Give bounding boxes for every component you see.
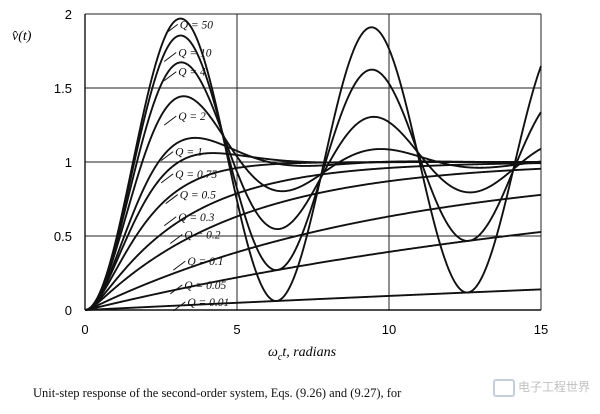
series-line-q-0_3 — [84, 162, 542, 311]
curve-label-1: Q = 10 — [178, 47, 212, 59]
curve-label-4: Q = 1 — [175, 147, 203, 159]
curve-label-leader-8 — [169, 234, 183, 244]
figure-caption: Unit-step response of the second-order s… — [33, 386, 402, 400]
curve-label-leader-4 — [160, 151, 174, 162]
curve-label-leader-7 — [163, 216, 177, 227]
curve-label-2: Q = 4 — [178, 67, 206, 79]
x-axis-label-rest: t, radians — [282, 345, 336, 360]
curve-labels: Q = 50 Q = 10 Q = 4 Q = 2 Q = 1 Q = 0.75 Q = 0… — [160, 19, 229, 312]
series-line-q-0_1 — [84, 193, 542, 311]
curve-label-leader-11 — [173, 301, 186, 312]
watermark-logo-icon — [492, 378, 515, 397]
curve-label-11: Q = 0.01 — [187, 297, 229, 309]
y-tick-label-1.5: 1.5 — [54, 81, 72, 96]
curve-label-leader-10 — [169, 284, 183, 295]
curve-label-leader-1 — [163, 52, 177, 62]
curve-label-leader-0 — [165, 23, 179, 34]
curve-label-8: Q = 0.2 — [184, 230, 220, 242]
series-line-q-0_5 — [84, 161, 542, 311]
x-axis-label-subscript: c — [278, 352, 283, 363]
curve-label-3: Q = 2 — [178, 111, 206, 123]
curve-label-leader-3 — [163, 115, 177, 126]
tick-labels: 0 5 10 15 0 0.5 1 1.5 2 — [54, 7, 548, 337]
y-tick-label-1: 1 — [65, 155, 72, 170]
series-line-q-2 — [84, 95, 542, 311]
series-line-q-0_01 — [84, 288, 542, 311]
curve-label-7: Q = 0.3 — [178, 212, 214, 224]
curve-label-leader-9 — [173, 260, 186, 271]
x-axis-label: ωct, radians — [268, 345, 337, 363]
series-line-q-0_05 — [84, 231, 542, 311]
axes — [84, 14, 541, 311]
x-tick-label-15: 15 — [534, 322, 548, 337]
y-tick-label-0.5: 0.5 — [54, 229, 72, 244]
curve-label-leader-5 — [160, 173, 174, 184]
watermark: 电子工程世界 — [492, 378, 590, 397]
curve-label-10: Q = 0.05 — [184, 280, 226, 292]
curve-label-6: Q = 0.5 — [180, 190, 216, 202]
y-tick-label-0: 0 — [65, 303, 72, 318]
x-tick-label-10: 10 — [382, 322, 396, 337]
x-tick-label-0: 0 — [81, 322, 88, 337]
curves — [84, 17, 542, 311]
series-line-q-0_2 — [84, 167, 542, 311]
curve-label-leader-2 — [163, 71, 177, 82]
curve-label-5: Q = 0.75 — [175, 169, 217, 181]
curve-label-9: Q = 0.1 — [187, 256, 223, 268]
watermark-text: 电子工程世界 — [517, 380, 590, 394]
curve-label-0: Q = 50 — [180, 19, 214, 31]
y-tick-label-2: 2 — [65, 7, 72, 22]
x-axis-label-omega: ω — [268, 345, 278, 360]
series-line-q-4 — [84, 61, 542, 311]
curve-label-leader-6 — [165, 194, 179, 204]
x-tick-label-5: 5 — [233, 322, 240, 337]
y-axis-label: v̂(t) — [12, 29, 32, 44]
